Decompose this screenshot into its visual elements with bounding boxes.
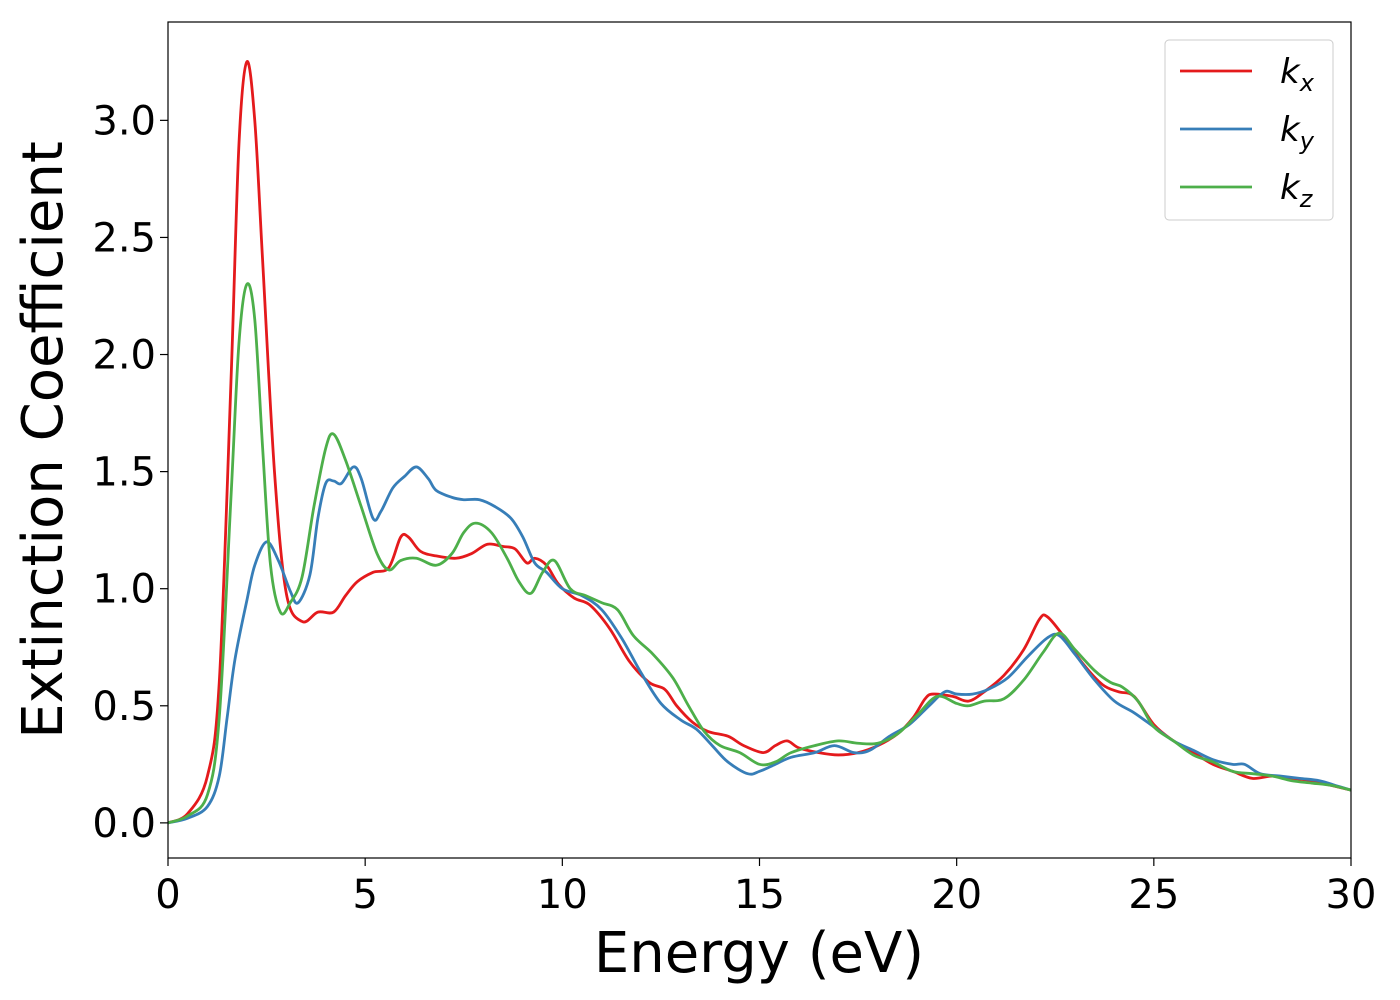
series-line-k-z bbox=[168, 282, 1351, 825]
series-line-k-y bbox=[168, 465, 1351, 825]
x-tick-label: 5 bbox=[352, 872, 377, 918]
y-tick-label: 2.0 bbox=[92, 333, 156, 379]
y-tick-label: 0.5 bbox=[92, 684, 156, 730]
x-tick-label: 15 bbox=[734, 872, 785, 918]
y-axis-title: Extinction Coefficient bbox=[11, 141, 76, 739]
y-tick-label: 1.0 bbox=[92, 567, 156, 613]
y-tick-label: 1.5 bbox=[92, 450, 156, 496]
x-tick-label: 0 bbox=[155, 872, 180, 918]
x-tick-label: 30 bbox=[1326, 872, 1377, 918]
legend-entry-k-y: ky bbox=[1180, 110, 1315, 155]
x-tick-label: 10 bbox=[537, 872, 588, 918]
series-line-k-x bbox=[168, 60, 1351, 825]
x-tick-label: 25 bbox=[1128, 872, 1179, 918]
y-tick-label: 0.0 bbox=[92, 801, 156, 847]
x-tick-label: 20 bbox=[931, 872, 982, 918]
legend-label: ky bbox=[1280, 110, 1315, 155]
legend: kx ky kz bbox=[1164, 39, 1334, 221]
series-layer bbox=[168, 60, 1351, 825]
x-axis-title: Energy (eV) bbox=[594, 921, 924, 986]
legend-label: kx bbox=[1280, 52, 1315, 97]
y-tick-label: 2.5 bbox=[92, 215, 156, 261]
legend-entry-k-z: kz bbox=[1180, 168, 1314, 213]
legend-entries: kx ky kz bbox=[1180, 52, 1315, 213]
y-tick-label: 3.0 bbox=[92, 98, 156, 144]
legend-entry-k-x: kx bbox=[1180, 52, 1315, 97]
x-axis: 0 5 10 15 20 25 30 bbox=[155, 858, 1376, 918]
y-axis: 0.0 0.5 1.0 1.5 2.0 2.5 3.0 bbox=[92, 98, 168, 847]
legend-label: kz bbox=[1280, 168, 1314, 213]
